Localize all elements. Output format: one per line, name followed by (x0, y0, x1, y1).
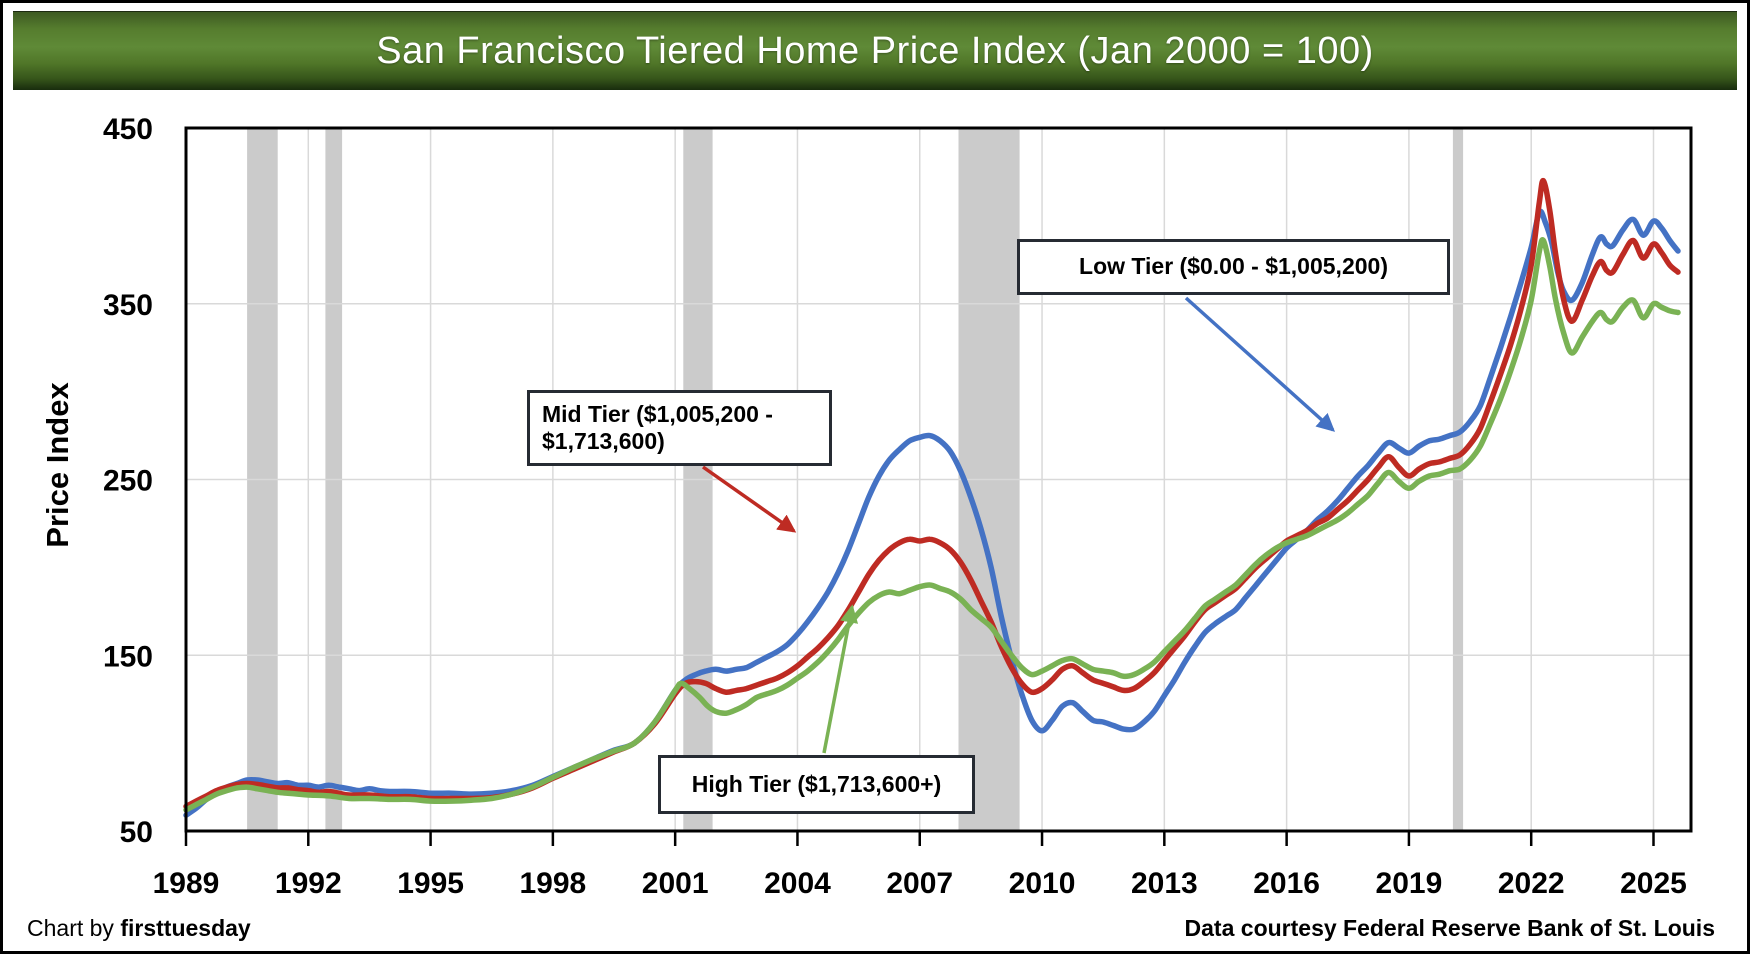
price-index-chart: 1989 1992 1995 1998 2001 2004 2007 2010 2013 2016… (103, 113, 1693, 900)
x-tick-label-2025: 2025 (1620, 867, 1687, 900)
annotation-high-tier-label: High Tier ($1,713,600+) (691, 770, 942, 797)
y-tick-label-50: 50 (120, 816, 153, 849)
x-tick-label-1992: 1992 (275, 867, 342, 900)
x-tick-label-2016: 2016 (1253, 867, 1320, 900)
x-tick-label-2010: 2010 (1009, 867, 1076, 900)
title-bar: San Francisco Tiered Home Price Index (J… (13, 11, 1737, 90)
annotation-arrow-low-tier (1184, 296, 1336, 432)
annotation-low-tier-label: Low Tier ($0.00 - $1,005,200) (1079, 253, 1388, 280)
x-tick-label-2013: 2013 (1131, 867, 1198, 900)
x-tick-label-2004: 2004 (764, 867, 831, 900)
x-tick-label-2001: 2001 (642, 867, 709, 900)
y-tick-label-450: 450 (103, 113, 153, 146)
annotation-arrow-high-tier (822, 604, 859, 754)
x-tick-label-1998: 1998 (519, 867, 586, 900)
plot-border (184, 126, 1693, 833)
y-tick-label-250: 250 (103, 465, 153, 498)
footer-source: Data courtesy Federal Reserve Bank of St… (1184, 915, 1715, 941)
x-tick-label-1995: 1995 (397, 867, 464, 900)
annotation-high-tier: High Tier ($1,713,600+) (658, 755, 975, 814)
x-tick-label-2007: 2007 (886, 867, 953, 900)
annotation-mid-tier: Mid Tier ($1,005,200 - $1,713,600) (527, 390, 832, 466)
series-high-tier-line (183, 236, 1681, 813)
footer-credit: Chart by firsttuesday (27, 915, 251, 942)
annotation-mid-tier-label: Mid Tier ($1,005,200 - $1,713,600) (542, 400, 773, 454)
y-tick-label-350: 350 (103, 289, 153, 322)
footer-credit-brand: firsttuesday (120, 915, 251, 941)
x-tick-label-2019: 2019 (1376, 867, 1443, 900)
x-tick-label-1989: 1989 (153, 867, 220, 900)
chart-title: San Francisco Tiered Home Price Index (J… (376, 29, 1374, 72)
footer-credit-prefix: Chart by (27, 915, 121, 941)
y-tick-label-150: 150 (103, 640, 153, 673)
x-tick-label-2022: 2022 (1498, 867, 1565, 900)
annotation-arrow-mid-tier (701, 465, 797, 533)
annotation-low-tier: Low Tier ($0.00 - $1,005,200) (1017, 239, 1450, 295)
series-low-tier-line (183, 208, 1681, 818)
